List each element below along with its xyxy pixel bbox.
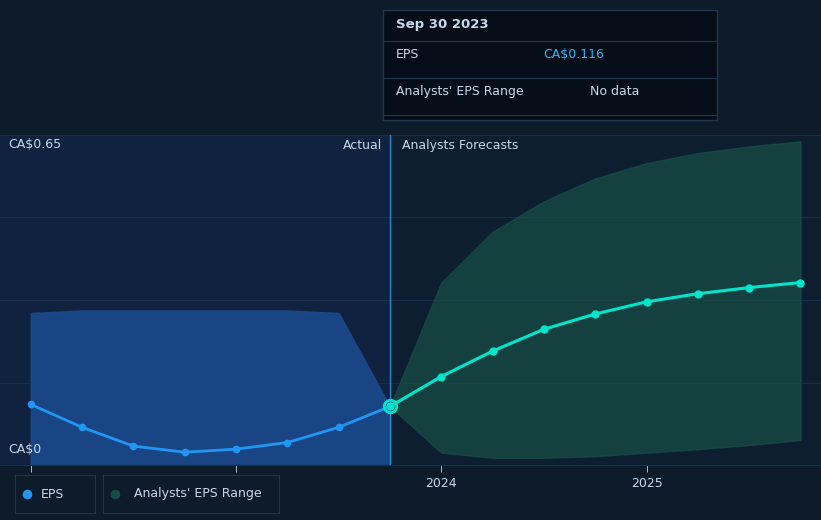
Text: Analysts' EPS Range: Analysts' EPS Range xyxy=(396,85,524,98)
Text: CA$0.65: CA$0.65 xyxy=(8,138,62,151)
Bar xyxy=(390,135,821,465)
Text: Analysts Forecasts: Analysts Forecasts xyxy=(402,139,519,152)
Text: Actual: Actual xyxy=(342,139,382,152)
Text: EPS: EPS xyxy=(40,488,64,500)
Text: CA$0: CA$0 xyxy=(8,443,41,456)
Text: EPS: EPS xyxy=(396,48,420,61)
Text: Sep 30 2023: Sep 30 2023 xyxy=(396,18,488,31)
Text: No data: No data xyxy=(589,85,639,98)
Text: Analysts' EPS Range: Analysts' EPS Range xyxy=(135,488,262,500)
Text: CA$0.116: CA$0.116 xyxy=(543,48,604,61)
Bar xyxy=(0,135,390,465)
